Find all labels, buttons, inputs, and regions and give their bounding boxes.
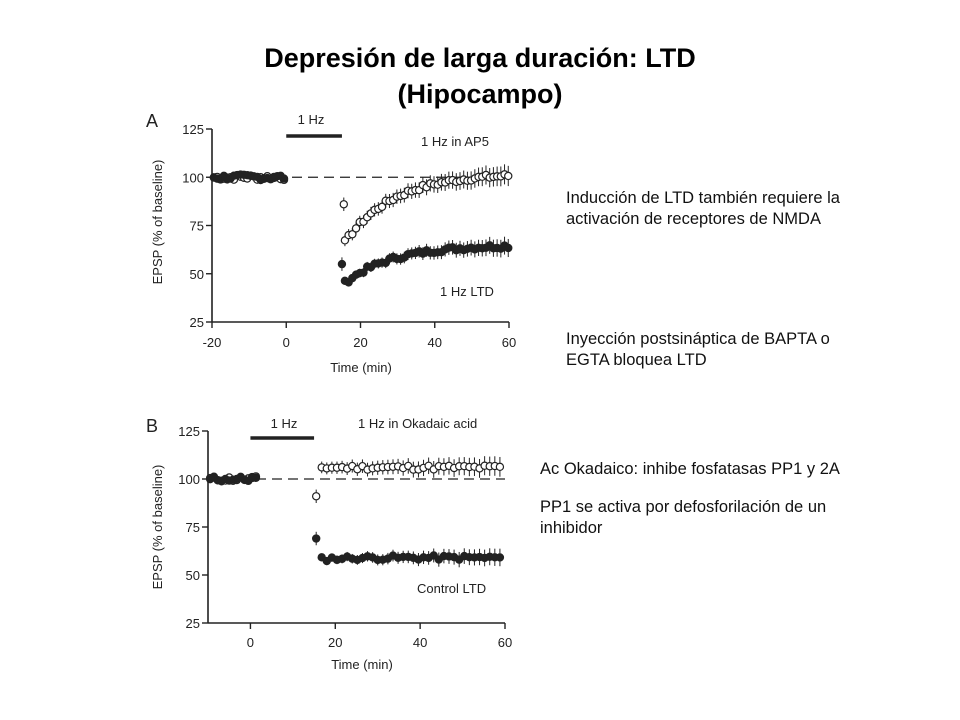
panel-a-y-tick-label: 125	[182, 122, 204, 137]
note-okadaic-line-1: Ac Okadaico: inhibe fosfatasas PP1 y 2A	[540, 460, 840, 478]
panel-a: A EPSP (% of baseline) Time (min) 1 Hz 1…	[146, 111, 516, 375]
panel-a-y-axis-title: EPSP (% of baseline)	[150, 160, 165, 285]
panel-b-y-axis-title: EPSP (% of baseline)	[150, 465, 165, 590]
note-pp1-line-1: PP1 se activa por defosforilación de un	[540, 498, 827, 516]
panel-a-open-point	[351, 224, 361, 233]
panel-a-x-tick-label: -20	[203, 335, 222, 350]
panel-a-ltd-series-label: 1 Hz LTD	[440, 284, 494, 299]
panel-b-x-tick-label: 40	[413, 635, 427, 650]
panel-a-y-tick-label: 75	[190, 219, 204, 234]
note-bapta-line-1: Inyección postsináptica de BAPTA o	[566, 330, 830, 348]
panel-b-x-axis-title: Time (min)	[331, 657, 393, 672]
slide-title-line-1: Depresión de larga duración: LTD	[264, 43, 696, 73]
panel-b-control-series-label: Control LTD	[417, 581, 486, 596]
panel-a-x-tick-label: 60	[502, 335, 516, 350]
note-pp1: PP1 se activa por defosforilación de un …	[540, 497, 826, 539]
panel-b-filled-point	[251, 473, 261, 482]
panel-a-ap5-series-label: 1 Hz in AP5	[421, 134, 489, 149]
panel-a-filled-point	[337, 259, 347, 269]
panel-b-x-tick-label: 60	[498, 635, 512, 650]
panel-b-y-tick-label: 50	[186, 568, 200, 583]
note-bapta: Inyección postsináptica de BAPTA o EGTA …	[566, 329, 830, 371]
note-okadaic: Ac Okadaico: inhibe fosfatasas PP1 y 2A	[540, 459, 840, 480]
panel-b-y-tick-label: 100	[178, 472, 200, 487]
panel-b-y-tick-label: 75	[186, 520, 200, 535]
panel-a-x-axis-title: Time (min)	[330, 360, 392, 375]
panel-b-open-point	[311, 492, 321, 501]
slide-title-line-2: (Hipocampo)	[397, 79, 563, 109]
panel-a-x-tick-label: 20	[353, 335, 367, 350]
panel-a-filled-point	[359, 268, 368, 277]
panel-a-x-tick-label: 0	[283, 335, 290, 350]
panel-b-plot: 25 50 75 100 125 0 20 40 60	[178, 424, 512, 650]
panel-a-open-point	[339, 200, 348, 209]
panel-b-x-tick-label: 0	[247, 635, 254, 650]
panel-b-stimulus-label: 1 Hz	[271, 416, 298, 431]
panel-a-label: A	[146, 111, 158, 131]
panel-b-label: B	[146, 416, 158, 436]
panel-b-filled-point	[311, 534, 321, 543]
panel-b-filled-point	[495, 553, 505, 562]
panel-a-stimulus-label: 1 Hz	[298, 112, 325, 127]
panel-b: B EPSP (% of baseline) Time (min) 1 Hz 1…	[146, 416, 512, 672]
note-nmda-line-1: Inducción de LTD también requiere la	[566, 189, 840, 207]
panel-a-y-tick-label: 100	[182, 170, 204, 185]
panel-a-open-point	[504, 171, 513, 181]
panel-a-x-tick-label: 40	[428, 335, 442, 350]
slide-title: Depresión de larga duración: LTD (Hipoca…	[200, 40, 760, 112]
panel-a-y-tick-label: 25	[190, 315, 204, 330]
panel-a-plot: 25 50 75 100 125 -20 0 20 40 60	[182, 122, 516, 350]
note-bapta-line-2: EGTA bloquea LTD	[566, 351, 707, 369]
panel-b-y-tick-label: 25	[186, 616, 200, 631]
panel-a-y-tick-label: 50	[190, 267, 204, 282]
note-nmda: Inducción de LTD también requiere la act…	[566, 188, 840, 230]
panel-b-open-point	[495, 462, 505, 472]
panel-a-filled-point	[504, 243, 513, 253]
panel-b-x-tick-label: 20	[328, 635, 342, 650]
note-pp1-line-2: inhibidor	[540, 519, 603, 537]
panel-b-okadaic-series-label: 1 Hz in Okadaic acid	[358, 416, 477, 431]
panel-b-y-tick-label: 125	[178, 424, 200, 439]
panel-a-filled-point	[279, 174, 289, 183]
note-nmda-line-2: activación de receptores de NMDA	[566, 210, 821, 228]
